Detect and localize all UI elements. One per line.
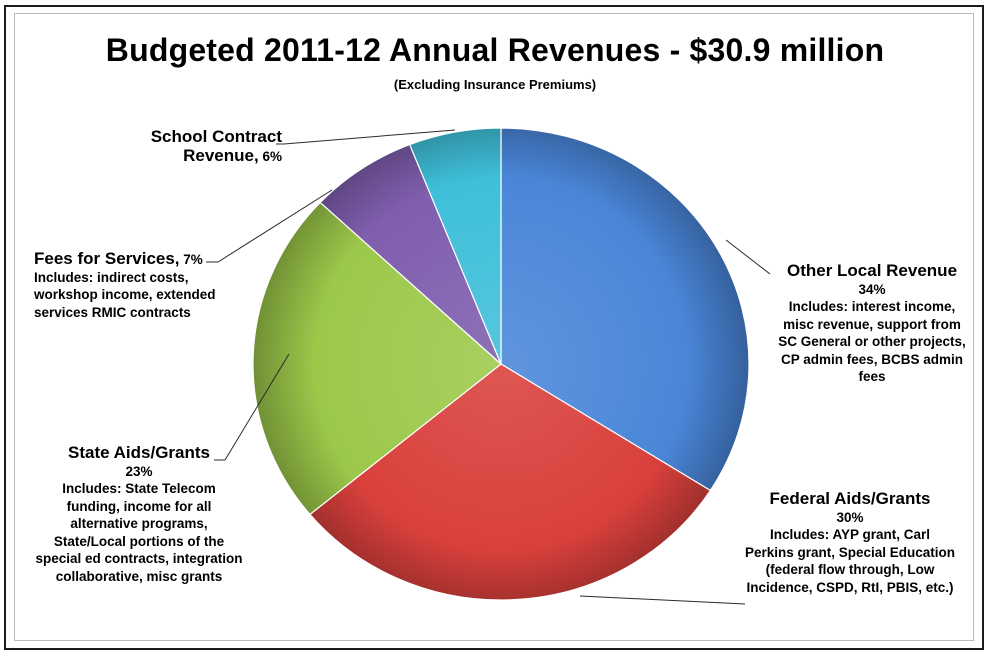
chart-title: Budgeted 2011-12 Annual Revenues - $30.9… xyxy=(105,32,885,68)
leader-line-fees xyxy=(206,189,333,263)
label-state-desc: Includes: State Telecom funding, income … xyxy=(35,481,243,584)
leader-lines xyxy=(206,129,771,605)
label-federal-name: Federal Aids/Grants xyxy=(769,489,931,508)
leader-line-state xyxy=(214,353,290,461)
pie-slice-state xyxy=(252,201,502,516)
label-other-local-name: Other Local Revenue xyxy=(786,261,958,280)
pie-slice-other-local xyxy=(500,127,750,492)
label-federal-percent: 30% xyxy=(836,509,864,525)
label-state-name: State Aids/Grants xyxy=(67,443,211,462)
label-state: State Aids/Grants 23% Includes: State Te… xyxy=(34,444,244,585)
pie-slice-federal xyxy=(309,363,712,601)
label-school: School Contract Revenue, 6% xyxy=(132,128,282,165)
label-school-name: School Contract Revenue, xyxy=(150,127,282,165)
label-federal: Federal Aids/Grants 30% Includes: AYP gr… xyxy=(744,490,956,596)
label-state-percent: 23% xyxy=(125,463,153,479)
leader-line-school xyxy=(276,129,456,145)
leader-line-other-local xyxy=(725,239,771,275)
label-school-percent: 6% xyxy=(262,148,282,164)
pie-slice-fees xyxy=(319,143,502,365)
chart-subtitle: (Excluding Insurance Premiums) xyxy=(393,77,597,92)
leader-line-federal xyxy=(579,595,746,605)
label-fees-percent: 7% xyxy=(183,252,203,267)
label-fees-desc: Includes: indirect costs, workshop incom… xyxy=(34,269,216,320)
pie-slice-school xyxy=(408,127,502,365)
pie-slices xyxy=(252,127,750,601)
chart-plot-frame xyxy=(14,13,974,641)
label-fees: Fees for Services, 7% Includes: indirect… xyxy=(34,250,224,321)
label-fees-name: Fees for Services, xyxy=(34,249,180,268)
label-other-local-percent: 34% xyxy=(858,281,886,297)
label-other-local-desc: Includes: interest income, misc revenue,… xyxy=(778,299,966,384)
label-other-local: Other Local Revenue 34% Includes: intere… xyxy=(772,262,972,386)
label-federal-desc: Includes: AYP grant, Carl Perkins grant,… xyxy=(744,527,956,595)
